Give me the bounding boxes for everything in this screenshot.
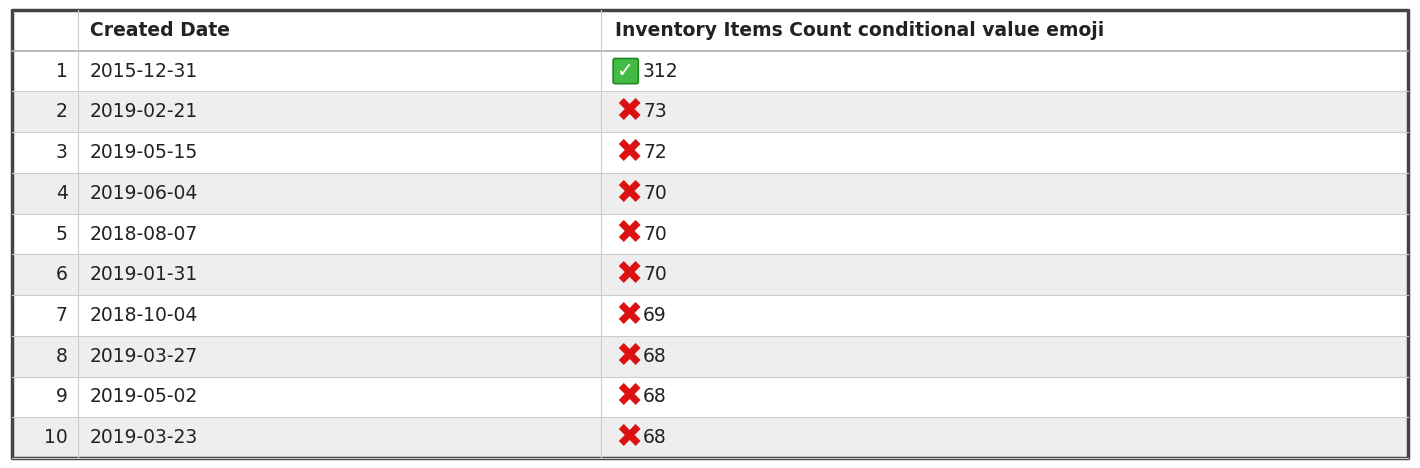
FancyBboxPatch shape	[613, 58, 639, 84]
Text: 4: 4	[55, 184, 68, 203]
Text: 68: 68	[643, 428, 667, 447]
Text: 2019-01-31: 2019-01-31	[89, 265, 197, 284]
Text: 9: 9	[55, 388, 68, 406]
Bar	[11, 213, 1409, 255]
Text: 2019-03-23: 2019-03-23	[89, 428, 197, 447]
Text: 69: 69	[643, 306, 667, 325]
Text: 10: 10	[44, 428, 68, 447]
Text: ✖: ✖	[615, 136, 642, 169]
Text: 312: 312	[642, 62, 677, 80]
Text: 2019-06-04: 2019-06-04	[89, 184, 197, 203]
Text: 68: 68	[643, 347, 667, 366]
Text: ✖: ✖	[615, 177, 642, 210]
Text: 2019-05-02: 2019-05-02	[89, 388, 197, 406]
Text: Inventory Items Count conditional value emoji: Inventory Items Count conditional value …	[615, 21, 1105, 40]
Text: ✓: ✓	[618, 62, 635, 80]
Text: 2: 2	[55, 102, 68, 121]
Text: 2019-05-15: 2019-05-15	[89, 143, 197, 162]
Text: 70: 70	[643, 225, 667, 243]
Text: 2018-08-07: 2018-08-07	[89, 225, 197, 243]
Bar	[11, 336, 1409, 377]
Text: ✖: ✖	[615, 218, 642, 250]
Text: ✖: ✖	[615, 258, 642, 291]
Text: ✖: ✖	[615, 380, 642, 413]
Text: 70: 70	[643, 265, 667, 284]
Text: ✖: ✖	[615, 299, 642, 332]
Text: Created Date: Created Date	[89, 21, 230, 40]
Bar	[11, 132, 1409, 173]
Text: 8: 8	[55, 347, 68, 366]
Text: 68: 68	[643, 388, 667, 406]
Text: 2019-02-21: 2019-02-21	[89, 102, 197, 121]
Bar	[11, 377, 1409, 417]
Bar	[11, 173, 1409, 213]
Bar	[11, 91, 1409, 132]
Text: 7: 7	[55, 306, 68, 325]
Text: 72: 72	[643, 143, 667, 162]
Bar	[11, 51, 1409, 91]
Text: ✖: ✖	[615, 340, 642, 373]
Text: 2018-10-04: 2018-10-04	[89, 306, 197, 325]
Text: ✖: ✖	[615, 421, 642, 454]
Text: ✖: ✖	[615, 95, 642, 128]
Text: 2015-12-31: 2015-12-31	[89, 62, 197, 80]
Text: 6: 6	[55, 265, 68, 284]
Bar	[11, 417, 1409, 458]
Text: 5: 5	[55, 225, 68, 243]
Text: 73: 73	[643, 102, 667, 121]
Bar	[11, 10, 1409, 51]
Text: 2019-03-27: 2019-03-27	[89, 347, 197, 366]
Text: 3: 3	[55, 143, 68, 162]
Text: 70: 70	[643, 184, 667, 203]
Text: 1: 1	[55, 62, 68, 80]
Bar	[11, 295, 1409, 336]
Bar	[11, 255, 1409, 295]
